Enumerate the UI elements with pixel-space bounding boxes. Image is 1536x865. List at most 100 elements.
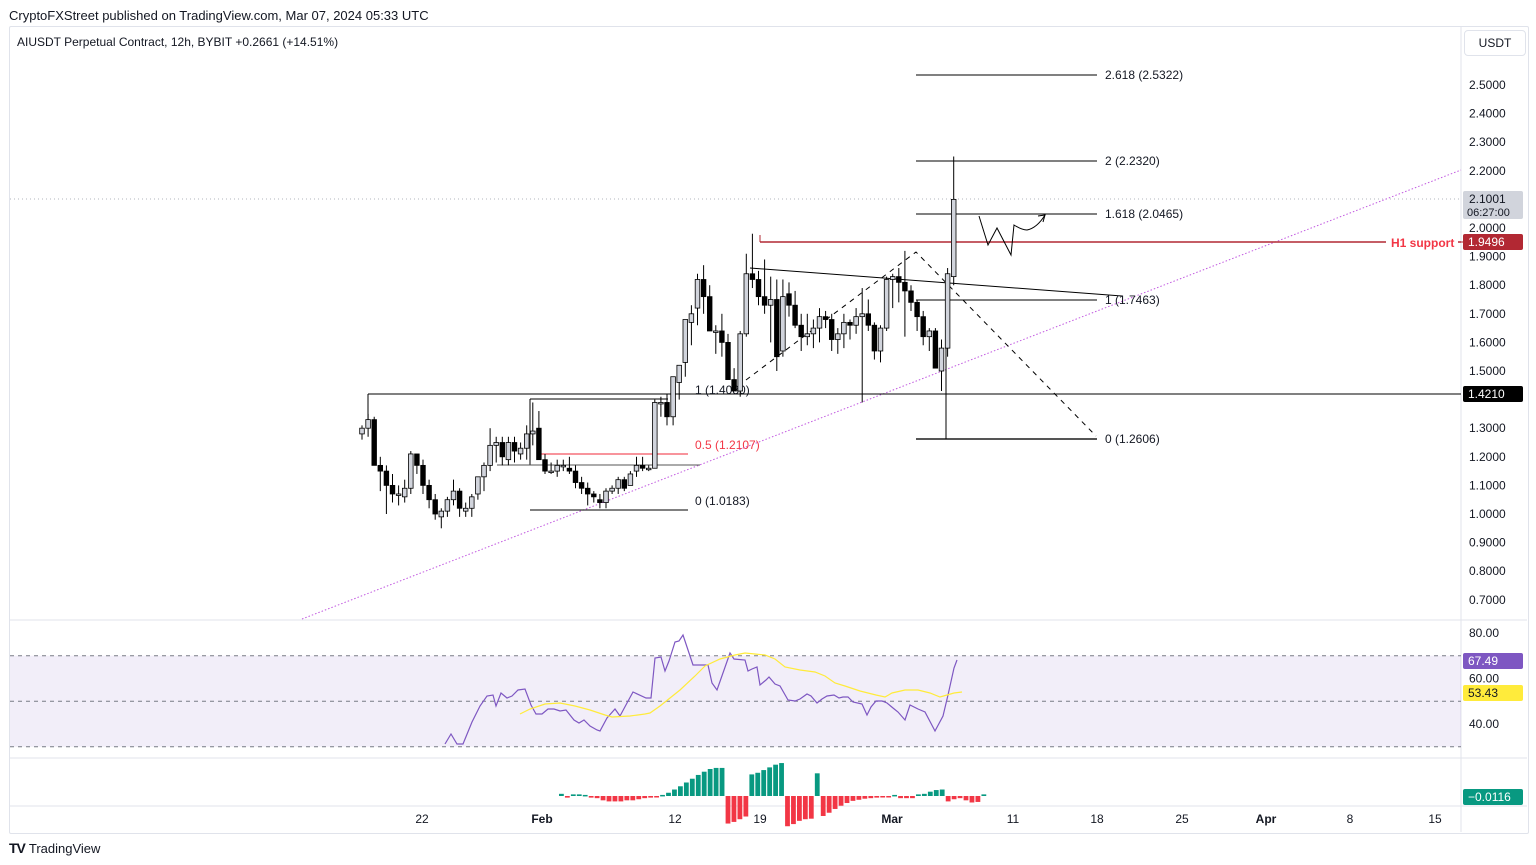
brand-name: TradingView (28, 840, 101, 856)
tradingview-logo-icon: TV (9, 840, 26, 856)
macd-bar-positive (779, 763, 784, 796)
bear-candle-body (511, 442, 518, 452)
fib-label: 0.5 (1.2107) (695, 438, 760, 452)
projection-arrow (978, 214, 1046, 257)
bear-candle-body (566, 467, 573, 472)
candle (853, 308, 859, 334)
macd-bar-negative (844, 796, 850, 804)
candle (395, 485, 402, 506)
bull-candle-body (652, 402, 658, 469)
macd-bar-negative (594, 796, 600, 799)
bull-candle-body (401, 487, 408, 498)
bull-candle-body (859, 313, 865, 318)
fib-level-label: 2.618 (2.5322) (1105, 68, 1183, 82)
macd-bar-positive (933, 790, 939, 796)
candle (926, 328, 932, 351)
price-tick: 0.7000 (1469, 593, 1506, 607)
candle (944, 268, 951, 357)
candle (585, 482, 591, 506)
macd-bar-positive (939, 789, 945, 796)
time-tick: 22 (415, 812, 429, 826)
macd-bar-negative (802, 796, 808, 820)
candle (914, 299, 920, 331)
candle (597, 493, 603, 509)
macd-bar-negative (600, 796, 606, 801)
countdown-label: 06:27:00 (1467, 207, 1510, 219)
fib-level-label: 1.618 (2.0465) (1105, 207, 1183, 221)
candle (401, 479, 408, 503)
bear-candle-body (639, 464, 646, 469)
macd-bar-negative (564, 796, 570, 798)
macd-bar-positive (916, 794, 921, 796)
bear-candle-body (456, 490, 463, 509)
bull-candle-body (877, 327, 884, 352)
candle (883, 276, 890, 331)
candle (719, 313, 725, 357)
macd-bar-negative (880, 796, 886, 798)
bull-candle-body (676, 364, 682, 383)
bull-candle-body (737, 333, 743, 392)
macd-bar-negative (648, 796, 654, 798)
macd-bar-positive (773, 764, 778, 796)
bull-candle-body (682, 319, 688, 363)
bear-candle-body (621, 479, 627, 489)
price-tick: 2.5000 (1469, 78, 1506, 92)
candle (639, 456, 646, 472)
macd-bar-positive (683, 782, 689, 796)
macd-bar-negative (904, 796, 909, 799)
price-tick: 2.3000 (1469, 135, 1506, 149)
rsi-ma-line (519, 652, 963, 718)
bull-candle-body (438, 510, 444, 518)
candle (694, 273, 701, 326)
fib-level-label: 2 (2.2320) (1105, 154, 1160, 168)
macd-bar-negative (785, 796, 790, 827)
rsi-value-label: 67.49 (1468, 654, 1498, 668)
candle (731, 368, 737, 392)
bull-candle-body (768, 299, 774, 306)
macd-bar-negative (797, 796, 802, 821)
candle (804, 313, 810, 346)
bull-candle-body (835, 333, 841, 340)
bull-candle-body (841, 321, 847, 335)
last-price-label-bg (1463, 191, 1523, 219)
bear-candle-body (871, 324, 878, 352)
macd-bar-negative (975, 796, 981, 802)
fib-extension-path (737, 251, 1097, 437)
bear-candle-body (591, 493, 597, 498)
bull-candle-body (688, 313, 695, 323)
candle (578, 476, 585, 494)
footer-brand[interactable]: TV TradingView (9, 840, 100, 856)
bull-candle-body (883, 279, 890, 329)
bull-candle-body (493, 442, 499, 446)
price-tick: 1.7000 (1469, 307, 1506, 321)
price-tick: 2.0000 (1469, 221, 1506, 235)
bull-candle-body (554, 464, 560, 472)
bull-candle-body (450, 490, 457, 501)
candle (536, 411, 542, 461)
bull-candle-body (615, 479, 621, 489)
h1-price-label: 1.9496 (1468, 235, 1505, 249)
macd-bar-positive (921, 793, 927, 796)
price-tick: 1.9000 (1469, 250, 1506, 264)
bull-candle-body (475, 476, 481, 495)
candle (621, 476, 627, 492)
bull-candle-body (524, 433, 530, 449)
candle (487, 428, 493, 472)
last-price-label: 2.1001 (1469, 192, 1506, 206)
price-tick: 2.2000 (1469, 164, 1506, 178)
chart-frame (9, 26, 1529, 834)
candle (414, 453, 420, 474)
bear-candle-body (389, 484, 396, 495)
macd-bar-positive (672, 789, 677, 796)
bear-candle-body (914, 301, 920, 318)
candle (603, 488, 609, 509)
candle (456, 488, 463, 517)
bear-candle-body (499, 442, 505, 458)
currency-selector[interactable]: USDT (1464, 30, 1526, 56)
macd-bar-negative (910, 796, 915, 799)
candle (365, 413, 371, 437)
bull-candle-body (627, 473, 634, 486)
bull-candle-body (609, 487, 615, 492)
candle (566, 456, 573, 474)
